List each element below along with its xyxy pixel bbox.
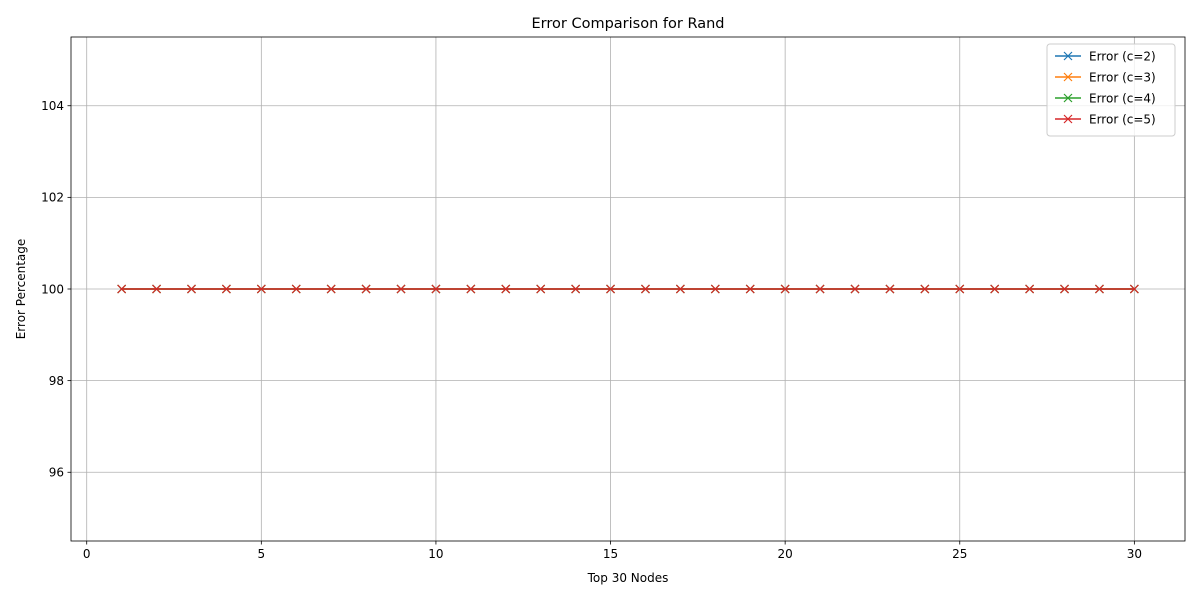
legend-item: Error (c=3) bbox=[1055, 70, 1156, 84]
legend-box bbox=[1046, 43, 1176, 137]
legend-label: Error (c=3) bbox=[1089, 70, 1156, 84]
data-point-marker bbox=[117, 284, 127, 294]
data-point-marker bbox=[606, 284, 615, 294]
data-point-marker bbox=[780, 284, 790, 294]
legend-marker bbox=[1063, 114, 1073, 124]
series-layer bbox=[117, 284, 1139, 294]
legend-marker bbox=[1063, 51, 1073, 61]
data-point-marker bbox=[187, 284, 196, 294]
data-point-marker bbox=[710, 284, 720, 294]
legend-marker bbox=[1063, 93, 1073, 103]
legend: Error (c=2) Error (c=3) Error (c=4) Error (… bbox=[1046, 43, 1176, 137]
legend-item: Error (c=2) bbox=[1055, 49, 1156, 63]
data-point-marker bbox=[1060, 284, 1069, 294]
y-tick-label: 98 bbox=[49, 374, 64, 388]
data-point-marker bbox=[675, 284, 685, 294]
x-tick-label: 15 bbox=[603, 547, 618, 561]
legend-item: Error (c=5) bbox=[1055, 112, 1156, 126]
data-point-marker bbox=[291, 284, 301, 294]
axis-ticks: 0 5 10 15 20 25 30 96 98 100 102 104 bbox=[41, 99, 1142, 561]
data-point-marker bbox=[536, 284, 546, 294]
data-point-marker bbox=[1025, 284, 1035, 294]
y-tick-label: 96 bbox=[49, 466, 64, 480]
y-tick-label: 102 bbox=[41, 191, 64, 205]
series-4 bbox=[117, 284, 1139, 294]
x-tick-label: 10 bbox=[428, 547, 443, 561]
legend-marker bbox=[1063, 72, 1073, 82]
y-tick-label: 104 bbox=[41, 99, 64, 113]
data-point-marker bbox=[571, 284, 581, 294]
data-point-marker bbox=[990, 284, 1000, 294]
data-point-marker bbox=[431, 284, 441, 294]
data-point-marker bbox=[885, 284, 895, 294]
data-point-marker bbox=[361, 284, 371, 294]
data-point-marker bbox=[221, 284, 231, 294]
legend-label: Error (c=5) bbox=[1089, 112, 1156, 126]
data-point-marker bbox=[326, 284, 336, 294]
data-point-marker bbox=[641, 284, 650, 294]
data-point-marker bbox=[396, 284, 406, 294]
chart-title: Error Comparison for Rand bbox=[532, 16, 725, 32]
legend-label: Error (c=2) bbox=[1089, 49, 1156, 63]
data-point-marker bbox=[501, 284, 511, 294]
y-tick-label: 100 bbox=[41, 282, 64, 296]
data-point-marker bbox=[256, 284, 266, 294]
data-point-marker bbox=[152, 284, 161, 294]
legend-item: Error (c=4) bbox=[1055, 91, 1156, 105]
x-tick-label: 5 bbox=[258, 547, 266, 561]
data-point-marker bbox=[850, 284, 860, 294]
data-point-marker bbox=[1129, 284, 1139, 294]
x-tick-label: 30 bbox=[1127, 547, 1142, 561]
data-point-marker bbox=[1095, 284, 1104, 294]
y-axis-label: Error Percentage bbox=[14, 239, 28, 340]
data-point-marker bbox=[466, 284, 476, 294]
x-axis-label: Top 30 Nodes bbox=[587, 571, 669, 585]
x-tick-label: 20 bbox=[778, 547, 793, 561]
data-point-marker bbox=[955, 284, 965, 294]
legend-label: Error (c=4) bbox=[1089, 91, 1156, 105]
x-tick-label: 0 bbox=[83, 547, 91, 561]
data-point-marker bbox=[745, 284, 755, 294]
data-point-marker bbox=[815, 284, 825, 294]
x-tick-label: 25 bbox=[952, 547, 967, 561]
data-point-marker bbox=[920, 284, 930, 294]
